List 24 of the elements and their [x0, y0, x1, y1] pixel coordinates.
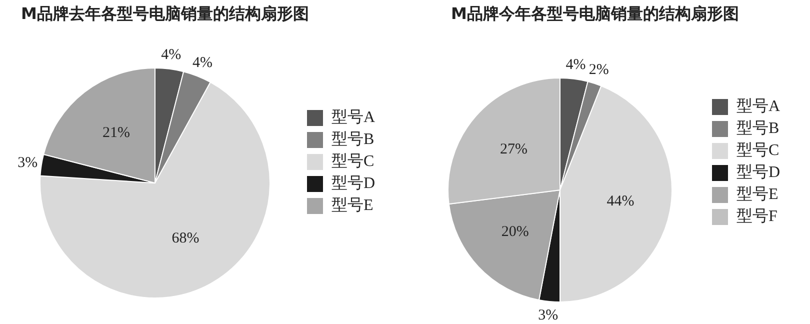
legend-label: 型号E	[736, 186, 778, 203]
data-label: 4%	[566, 56, 586, 73]
legend-label: 型号B	[331, 131, 374, 148]
data-label: 3%	[18, 154, 38, 171]
data-label: 3%	[538, 307, 558, 324]
legend-label: 型号A	[736, 98, 780, 115]
legend-label: 型号A	[331, 109, 375, 126]
legend-label: 型号C	[331, 153, 374, 170]
chart-title: M品牌去年各型号电脑销量的结构扇形图	[20, 4, 310, 25]
legend-label: 型号E	[331, 197, 374, 214]
legend-label: 型号D	[331, 175, 375, 192]
data-label: 20%	[501, 224, 529, 240]
data-label: 4%	[192, 55, 212, 72]
chart-title: M品牌今年各型号电脑销量的结构扇形图	[450, 4, 740, 25]
data-label: 27%	[500, 141, 528, 158]
data-label: 2%	[588, 62, 609, 78]
legend-label: 型号B	[736, 120, 780, 137]
legend-label: 型号C	[736, 142, 780, 159]
data-label: 4%	[161, 47, 182, 64]
legend-label: 型号F	[736, 208, 778, 225]
data-label: 68%	[172, 230, 200, 246]
data-label: 21%	[102, 125, 130, 142]
data-label: 44%	[606, 194, 634, 210]
legend-label: 型号D	[736, 164, 780, 181]
